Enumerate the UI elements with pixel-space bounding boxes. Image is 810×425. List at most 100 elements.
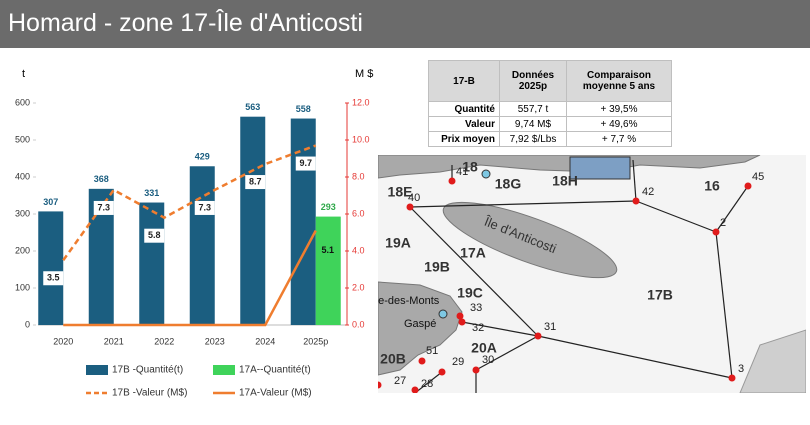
table-header: Données 2025p — [499, 60, 567, 102]
point-dot — [456, 312, 464, 320]
cell: + 7,7 % — [566, 131, 672, 147]
point-dot — [472, 366, 480, 374]
zone-label: 16 — [704, 178, 720, 194]
x-tick-label: 2022 — [154, 336, 174, 346]
bar-label: 331 — [144, 188, 159, 198]
point-dot — [632, 197, 640, 205]
point-dot — [438, 368, 446, 376]
point-label: 2 — [720, 217, 726, 229]
cell: 9,74 M$ — [499, 116, 567, 132]
bar-label: 563 — [245, 102, 260, 112]
y2-tick-label: 12.0 — [352, 97, 370, 107]
zone-label: 17B — [647, 287, 673, 303]
bar — [290, 118, 316, 325]
legend-label: 17A-Valeur (M$) — [239, 388, 312, 399]
x-tick-label: 2021 — [104, 336, 124, 346]
point-label: 30 — [482, 354, 494, 366]
cell: 7,92 $/Lbs — [499, 131, 567, 147]
point-label: 29 — [452, 356, 464, 368]
zone-label: 18H — [552, 173, 578, 189]
bar — [189, 166, 215, 325]
row-label: Prix moyen — [428, 131, 500, 147]
header-bar: Homard - zone 17-Île d'Anticosti — [0, 0, 810, 48]
summary-table: 17-B Données 2025p Comparaison moyenne 5 a… — [428, 60, 672, 147]
zone-label: 19A — [385, 235, 411, 251]
point-dot — [378, 381, 382, 389]
zone-boundary — [715, 185, 749, 233]
zone-label: 20A — [471, 340, 497, 356]
y2-tick-label: 4.0 — [352, 245, 365, 255]
map-inset — [569, 156, 631, 180]
zone-boundary — [461, 321, 539, 337]
cell: 557,7 t — [499, 101, 567, 117]
zone-boundary — [537, 335, 733, 379]
bar-label: 307 — [43, 197, 58, 207]
y-tick-label: 200 — [15, 245, 30, 255]
point-label: 33 — [470, 302, 482, 314]
bar-label: 293 — [321, 202, 336, 212]
bar — [315, 216, 341, 325]
line-label: 5.1 — [321, 245, 334, 255]
y2-tick-label: 8.0 — [352, 171, 365, 181]
point-dot — [418, 357, 426, 365]
y-tick-label: 600 — [15, 97, 30, 107]
table-header: 17-B — [428, 60, 500, 102]
y-tick-label: 100 — [15, 282, 30, 292]
point-dot — [728, 374, 736, 382]
y2-tick-label: 2.0 — [352, 282, 365, 292]
zone-label: 19C — [457, 285, 483, 301]
legend-swatch — [86, 365, 108, 375]
anticosti — [442, 201, 618, 279]
gaspe-land — [378, 281, 463, 376]
bar-label: 368 — [94, 174, 109, 184]
bar — [139, 202, 165, 325]
label-box — [245, 175, 266, 190]
point-label: 40 — [408, 192, 420, 204]
legend-label: 17A--Quantité(t) — [239, 365, 311, 376]
point-label: 31 — [544, 321, 556, 333]
y2-axis-title: M $ — [355, 68, 373, 80]
point-dot — [744, 182, 752, 190]
zone-label: 17A — [460, 245, 486, 261]
zone-label: 18 — [462, 159, 478, 175]
point-label: 32 — [472, 322, 484, 334]
label-box — [144, 228, 165, 243]
line-label: 3.5 — [47, 273, 60, 283]
y-tick-label: 400 — [15, 171, 30, 181]
line-label: 9.7 — [299, 158, 312, 168]
bar — [38, 211, 64, 325]
zone-boundary — [632, 159, 637, 202]
legend-label: 17B -Valeur (M$) — [112, 388, 187, 399]
map: 41 42 45 40 2 33 32 31 51 29 30 27 28 3 18 18E 18G 18H 16… — [378, 155, 806, 393]
cell: + 49,6% — [566, 116, 672, 132]
point-label: 42 — [642, 186, 654, 198]
zone-boundary — [414, 371, 443, 393]
line-label: 8.7 — [249, 176, 262, 186]
bar — [240, 116, 266, 325]
city-dot — [481, 169, 491, 179]
zone-boundary — [635, 200, 717, 233]
point-dot — [411, 386, 419, 393]
label-box — [93, 200, 114, 215]
place-label: Gaspé — [404, 318, 436, 330]
bar-label: 558 — [296, 104, 311, 114]
x-tick-label: 2020 — [53, 336, 73, 346]
line-label: 7.3 — [97, 202, 110, 212]
zone-boundary — [475, 335, 539, 371]
zone-boundary — [409, 206, 539, 337]
table-header: Comparaison moyenne 5 ans — [566, 60, 672, 102]
x-tick-label: 2025p — [303, 336, 328, 346]
y-tick-label: 300 — [15, 208, 30, 218]
label-box — [295, 156, 316, 171]
y2-tick-label: 0.0 — [352, 319, 365, 329]
row-label: Valeur — [428, 116, 500, 132]
point-label: 27 — [394, 375, 406, 387]
line-label: 7.3 — [198, 202, 211, 212]
point-label: 41 — [456, 166, 468, 178]
point-dot — [406, 203, 414, 211]
label-box — [43, 271, 64, 286]
point-label: 3 — [738, 363, 744, 375]
y2-tick-label: 10.0 — [352, 134, 370, 144]
